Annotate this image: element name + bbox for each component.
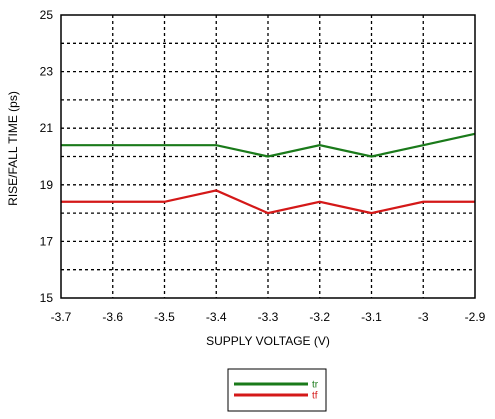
plot-frame xyxy=(60,14,476,299)
y-tick-label: 21 xyxy=(40,121,54,135)
x-tick-label: -3.7 xyxy=(51,310,72,324)
legend-box xyxy=(227,368,327,412)
x-tick-label: -3.5 xyxy=(154,310,175,324)
x-tick-label: -3.4 xyxy=(206,310,227,324)
x-tick-label: -3.3 xyxy=(258,310,279,324)
y-tick-label: 23 xyxy=(40,65,54,79)
x-tick-label: -3.6 xyxy=(102,310,123,324)
y-tick-label: 25 xyxy=(40,8,54,22)
x-tick-label: -3.2 xyxy=(309,310,330,324)
y-tick-label: 19 xyxy=(40,178,54,192)
x-tick-label: -3 xyxy=(418,310,429,324)
x-tick-label: -3.1 xyxy=(361,310,382,324)
y-tick-label: 17 xyxy=(40,234,54,248)
legend-label-tr: tr xyxy=(312,380,319,391)
legend-label-tf: tf xyxy=(312,391,318,402)
y-axis-label: RISE/FALL TIME (ps) xyxy=(6,91,20,206)
tick-labels: -3.7 -3.6 -3.5 -3.4 -3.3 -3.2 -3.1 -3 -2.9 15 17 19… xyxy=(40,8,486,324)
y-tick-label: 15 xyxy=(40,291,54,305)
x-tick-label: -2.9 xyxy=(465,310,486,324)
x-axis-label: SUPPLY VOLTAGE (V) xyxy=(206,334,330,348)
